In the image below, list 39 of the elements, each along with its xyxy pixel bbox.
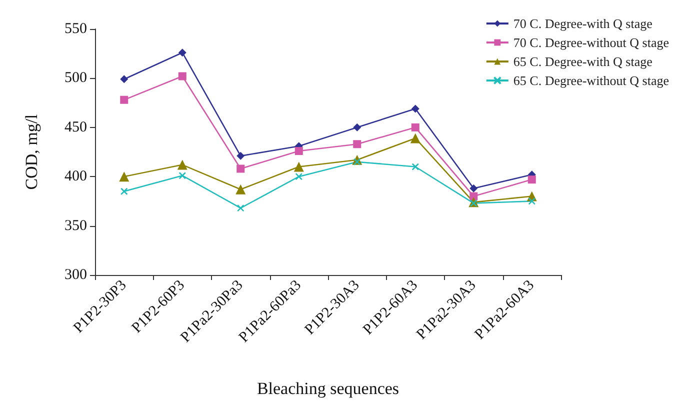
y-tick-label: 400 (64, 168, 87, 185)
point (294, 147, 303, 156)
point (411, 123, 420, 132)
point (236, 152, 245, 160)
legend-label: 65 C. Degree-without Q stage (513, 73, 670, 88)
legend-label: 70 C. Degree-with Q stage (513, 16, 653, 31)
point (470, 192, 478, 200)
y-tick-label: 450 (64, 119, 87, 136)
point (178, 48, 186, 57)
legend-label: 70 C. Degree-without Q stage (513, 35, 670, 50)
point (294, 162, 304, 172)
point (178, 172, 186, 180)
point (528, 176, 536, 184)
point (120, 75, 128, 84)
y-tick-label: 350 (64, 218, 87, 234)
y-tick-label: 550 (64, 21, 87, 37)
point (120, 188, 128, 196)
point (353, 140, 362, 148)
x-axis-title: Bleaching sequences (256, 379, 400, 398)
point (295, 172, 303, 180)
point (236, 184, 246, 194)
point (412, 163, 420, 170)
point (353, 123, 362, 132)
y-tick-label: 300 (64, 267, 87, 283)
point (410, 133, 420, 144)
point (470, 200, 478, 207)
point (470, 184, 478, 192)
point (411, 104, 420, 113)
point (353, 158, 361, 166)
point (528, 198, 536, 205)
point (178, 72, 186, 80)
point (236, 164, 245, 173)
point (177, 160, 188, 170)
point (119, 172, 130, 182)
point (236, 204, 244, 212)
point (120, 96, 128, 104)
legend-label: 65 C. Degree-with Q stage (513, 54, 653, 69)
y-axis-title: COD, mg/l (22, 114, 41, 190)
y-tick-label: 500 (64, 70, 87, 86)
